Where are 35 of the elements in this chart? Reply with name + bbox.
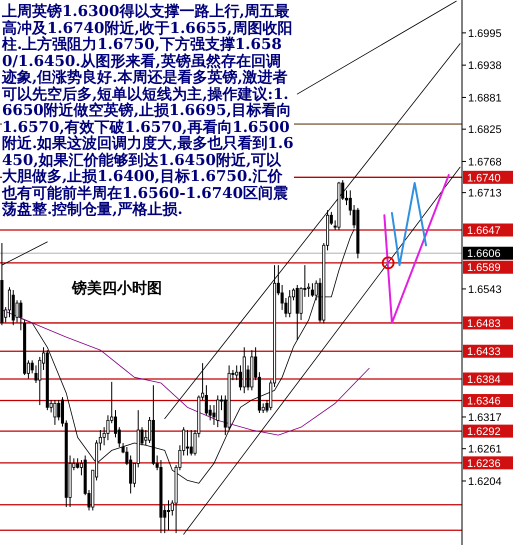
- candlestick: [186, 429, 189, 456]
- text: 镑美四小时图: [71, 279, 162, 297]
- line-series: [390, 182, 428, 266]
- y-tick-label: 1.6543: [468, 284, 502, 296]
- ref-line-label: 1.6740: [467, 172, 501, 184]
- candlestick: [310, 282, 314, 298]
- candlestick: [216, 394, 220, 428]
- y-tick-label: 1.6261: [468, 444, 502, 456]
- candlestick: [57, 399, 60, 421]
- text: 上周英镑1.6300得以支撑一路上行,周五最高冲及1.6740附近,收于1.6655,周图收阳柱.上方强阻力1.6750,下方强支撑1.6580/1.6450.从图形来看,英镑虽然存在回调迹象,但涨势良好.本周还是看多英镑,激进者可以先空后多,短单以短线为主,操作建议:1.6650附近做空英镑,止损1.6695,目标看向1.6570,有效下破1.6570,再看向1.6500附近.如果这波回调力度大,最多也只看到1.6450,如果汇价能够到达1.6450附近,可以大胆做多,止损1.6400,目标1.6750.汇价也有可能前半周在1.6560-1.6740区间震荡盘整.控制仓量,严格止损.: [2, 2, 294, 218]
- ref-line-label: 1.6433: [467, 346, 501, 358]
- candlestick: [166, 500, 170, 531]
- y-tick-label: 1.6768: [468, 156, 502, 168]
- candlestick: [53, 399, 56, 426]
- candlestick: [30, 360, 34, 374]
- candlestick: [288, 290, 292, 318]
- candlestick: [76, 458, 80, 470]
- ref-line-label: 1.6292: [467, 426, 501, 438]
- ref-line-label: 1.6647: [467, 225, 501, 238]
- y-tick-label: 1.6204: [468, 476, 502, 488]
- ref-line-label: 1.6236: [467, 458, 501, 470]
- candlestick: [190, 429, 193, 456]
- y-tick-label: 1.6995: [468, 28, 502, 40]
- ref-line-label: 1.6346: [467, 396, 501, 408]
- ref-line-label: 1.6589: [467, 262, 501, 274]
- y-tick-label: 1.6713: [468, 188, 502, 200]
- y-tick-label: 1.6881: [468, 92, 502, 104]
- ref-line-label: 1.6483: [467, 318, 501, 330]
- y-tick-label: 1.6938: [468, 60, 502, 72]
- y-tick-label: 1.6825: [468, 124, 502, 136]
- candlestick: [8, 286, 12, 318]
- y-tick-label: 1.6317: [468, 412, 502, 424]
- ref-line-label: 1.6384: [467, 374, 501, 386]
- line-series: [1, 309, 370, 436]
- ref-line-label: 1.6606: [467, 248, 501, 260]
